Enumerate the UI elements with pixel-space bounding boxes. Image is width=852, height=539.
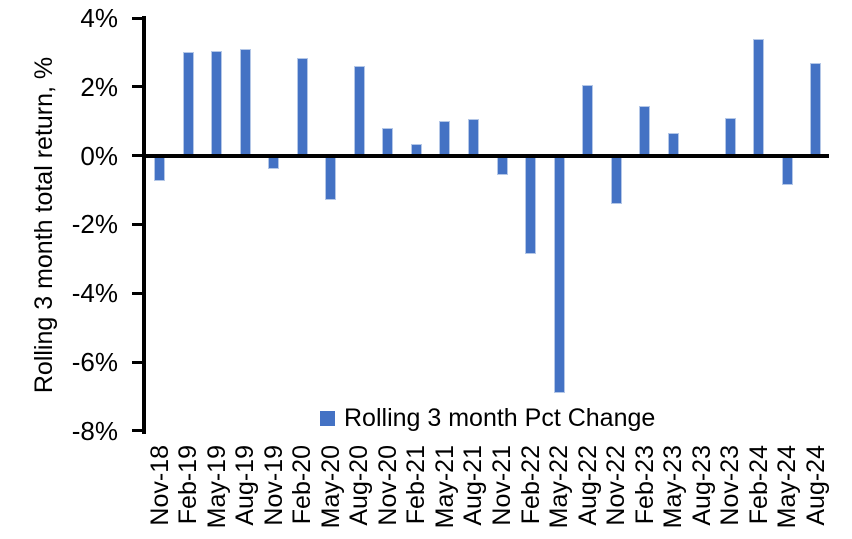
y-tick--8% [131,429,142,433]
bar-May-24 [781,155,793,185]
bar-Feb-20 [296,57,308,156]
bar-Nov-22 [610,155,622,204]
bar-Feb-24 [753,38,765,156]
bar-Nov-18 [154,155,166,182]
bar-Aug-19 [239,48,251,156]
y-tick--4% [131,291,142,295]
y-axis-line [141,16,146,434]
bar-May-23 [667,133,679,156]
x-tick-label-May-21: May-21 [430,445,459,529]
bar-Feb-22 [525,155,537,254]
y-tick-label--4%: -4% [71,278,118,309]
x-tick-label-Feb-19: Feb-19 [174,445,203,525]
x-tick-label-May-24: May-24 [773,445,802,529]
x-tick-label-Nov-18: Nov-18 [145,445,174,526]
legend: Rolling 3 month Pct Change [320,404,655,432]
y-tick--6% [131,360,142,364]
x-tick-label-May-19: May-19 [202,445,231,529]
x-tick-label-Aug-24: Aug-24 [801,445,830,526]
y-tick-4% [131,16,142,20]
bar-Aug-24 [810,62,822,156]
bar-Nov-20 [382,128,394,156]
bar-Nov-23 [724,117,736,156]
y-tick-label--8%: -8% [71,415,118,446]
y-tick--2% [131,222,142,226]
x-tick-label-Aug-19: Aug-19 [231,445,260,526]
x-tick-label-May-23: May-23 [659,445,688,529]
x-tick-label-Nov-19: Nov-19 [259,445,288,526]
x-tick-label-Feb-20: Feb-20 [288,445,317,525]
bar-May-19 [211,50,223,156]
x-tick-label-Nov-22: Nov-22 [602,445,631,526]
x-tick-label-Nov-21: Nov-21 [488,445,516,526]
x-tick-label-Feb-24: Feb-24 [744,445,773,525]
bar-Feb-23 [639,105,651,156]
legend-marker-square [320,410,335,426]
bar-Nov-21 [496,155,508,175]
x-tick-label-May-20: May-20 [316,445,345,529]
x-tick-label-Aug-22: Aug-22 [573,445,602,526]
y-tick-2% [131,85,142,89]
bar-May-22 [553,155,565,393]
x-tick-label-Aug-21: Aug-21 [459,445,488,526]
legend-label: Rolling 3 month Pct Change [344,404,656,432]
x-tick-label-Feb-22: Feb-22 [516,445,545,525]
x-tick-label-Feb-23: Feb-23 [630,445,659,525]
x-tick-label-Nov-23: Nov-23 [716,445,745,526]
y-tick-label-2%: 2% [80,71,118,102]
bar-Feb-19 [182,52,194,156]
bar-May-20 [325,155,337,201]
y-tick-0% [131,154,142,158]
x-tick-label-May-22: May-22 [545,445,574,529]
x-tick-label-Aug-23: Aug-23 [687,445,716,526]
x-tick-label-Feb-21: Feb-21 [402,445,431,525]
bar-May-21 [439,121,451,156]
bar-Aug-22 [582,85,594,156]
y-tick-label--6%: -6% [71,347,118,377]
bar-Aug-20 [353,66,365,156]
x-axis-zero-line [141,153,829,158]
y-tick-label-0%: 0% [80,140,118,171]
y-tick-label--2%: -2% [71,209,118,240]
bar-Aug-21 [467,119,479,156]
bar-Nov-19 [268,155,280,170]
x-tick-label-Nov-20: Nov-20 [373,445,402,526]
x-tick-label-Aug-20: Aug-20 [345,445,374,526]
y-tick-label-4%: 4% [80,3,118,33]
